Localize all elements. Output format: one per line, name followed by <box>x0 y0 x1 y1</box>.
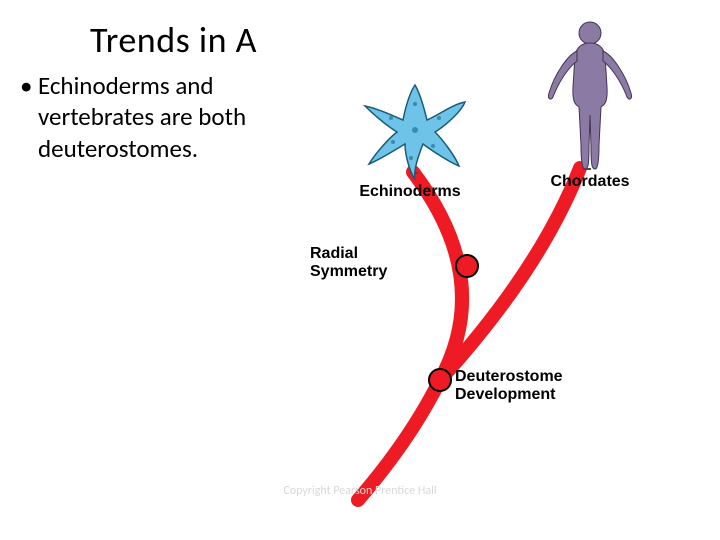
bullet-block: •Echinoderms and vertebrates are both de… <box>20 70 320 164</box>
starfish-icon <box>340 70 490 180</box>
label-radial: Radial Symmetry <box>310 245 420 281</box>
bullet-marker: • <box>20 70 38 101</box>
phylogeny-diagram: Echinoderms Chordates Radial Symmetry De… <box>280 10 710 510</box>
label-chordates: Chordates <box>545 173 635 191</box>
bullet-text: Echinoderms and vertebrates are both deu… <box>38 70 308 164</box>
page-title: Trends in A <box>90 18 257 62</box>
branch-left <box>413 172 462 380</box>
copyright-text: Copyright Pearson Prentice Hall <box>0 484 720 498</box>
label-deuterostome: Deuterostome Development <box>455 368 595 404</box>
label-echinoderms: Echinoderms <box>350 183 470 201</box>
node-deuterostome <box>429 369 451 391</box>
slide: Trends in A •Echinoderms and vertebrates… <box>0 0 720 540</box>
human-icon <box>535 15 645 175</box>
branch-trunk <box>358 380 440 500</box>
node-radial <box>456 255 478 277</box>
